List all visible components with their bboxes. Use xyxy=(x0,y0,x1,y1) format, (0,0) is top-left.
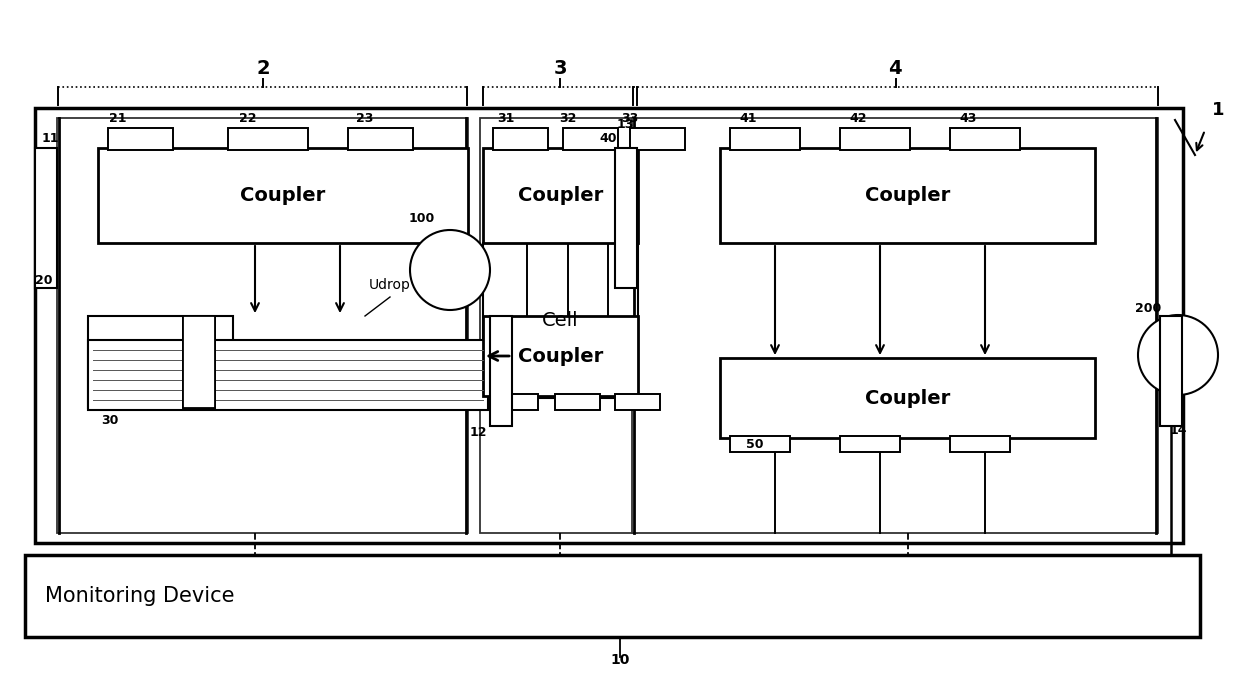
Text: Monitoring Device: Monitoring Device xyxy=(45,586,234,606)
Bar xyxy=(484,316,639,396)
Text: Udrop: Udrop xyxy=(370,278,410,292)
Text: 1: 1 xyxy=(1211,101,1224,119)
Bar xyxy=(494,128,548,150)
Text: Coupler: Coupler xyxy=(241,186,326,205)
Text: 42: 42 xyxy=(849,112,867,125)
Text: 21: 21 xyxy=(109,112,126,125)
Text: 32: 32 xyxy=(559,112,577,125)
Bar xyxy=(184,316,215,408)
Bar xyxy=(35,108,1183,543)
Bar xyxy=(480,118,637,533)
Text: 50: 50 xyxy=(746,439,764,452)
Bar xyxy=(184,316,215,408)
Bar xyxy=(950,128,1021,150)
Text: Coupler: Coupler xyxy=(518,186,603,205)
Text: 43: 43 xyxy=(960,112,977,125)
Text: 4: 4 xyxy=(888,59,901,77)
Bar xyxy=(57,118,467,533)
Bar xyxy=(950,436,1011,452)
Text: 40: 40 xyxy=(599,131,616,145)
Bar xyxy=(730,128,800,150)
Text: 13: 13 xyxy=(616,118,634,131)
Text: 22: 22 xyxy=(239,112,257,125)
Text: 200: 200 xyxy=(1135,302,1161,314)
Bar xyxy=(730,436,790,452)
Bar xyxy=(484,148,639,243)
Text: 100: 100 xyxy=(409,211,435,225)
Bar xyxy=(490,316,512,426)
Text: 3: 3 xyxy=(553,59,567,77)
Bar xyxy=(839,128,910,150)
Text: Coupler: Coupler xyxy=(864,388,950,407)
Bar xyxy=(720,358,1095,438)
Text: 23: 23 xyxy=(356,112,373,125)
Bar xyxy=(615,148,637,288)
Bar xyxy=(88,340,489,410)
Text: 31: 31 xyxy=(497,112,515,125)
Bar xyxy=(556,394,600,410)
Bar xyxy=(615,148,637,288)
Text: 2: 2 xyxy=(257,59,270,77)
Bar xyxy=(615,394,660,410)
Text: 20: 20 xyxy=(35,273,53,287)
Text: 12: 12 xyxy=(469,425,487,439)
Bar xyxy=(35,148,57,288)
Text: Coupler: Coupler xyxy=(518,347,603,365)
Text: 14: 14 xyxy=(1169,423,1187,437)
Bar xyxy=(720,148,1095,243)
Bar xyxy=(108,128,174,150)
Text: 11: 11 xyxy=(41,131,58,145)
Bar xyxy=(632,118,1158,533)
Bar xyxy=(25,555,1200,637)
Bar xyxy=(1159,316,1182,426)
Bar xyxy=(494,394,538,410)
Bar xyxy=(98,148,467,243)
Text: 30: 30 xyxy=(102,413,119,427)
Text: 41: 41 xyxy=(739,112,756,125)
Bar xyxy=(348,128,413,150)
Bar xyxy=(1159,316,1182,426)
Text: 10: 10 xyxy=(610,653,630,667)
Circle shape xyxy=(1138,315,1218,395)
Bar xyxy=(630,128,684,150)
Circle shape xyxy=(410,230,490,310)
Bar xyxy=(88,316,233,408)
Text: 33: 33 xyxy=(621,112,639,125)
Text: Cell: Cell xyxy=(542,311,579,330)
Text: Coupler: Coupler xyxy=(864,186,950,205)
Bar xyxy=(35,148,57,288)
Bar xyxy=(839,436,900,452)
Bar xyxy=(228,128,308,150)
Bar xyxy=(484,243,639,398)
Bar xyxy=(490,316,512,426)
Bar xyxy=(563,128,618,150)
